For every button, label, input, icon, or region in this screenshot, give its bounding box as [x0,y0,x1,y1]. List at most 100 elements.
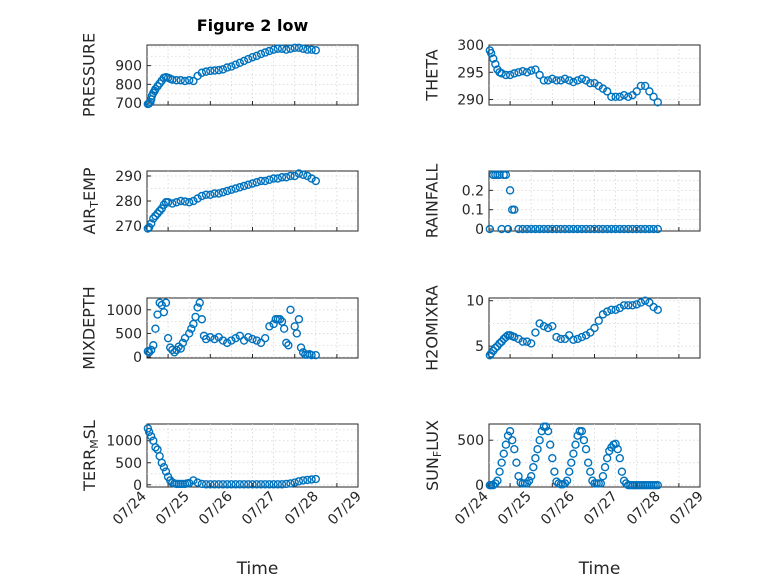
data-point [535,319,544,328]
x-tick-label: 07/28 [282,489,322,529]
data-point [256,176,266,186]
data-point [197,479,207,489]
data-point [636,298,646,307]
y-tick-label: 280 [115,194,142,210]
panel-air-temp: 270 280 290 AIRTEMP [80,167,359,235]
svg-text:MIXDEPTH: MIXDEPTH [80,286,99,369]
data-point [577,224,587,234]
data-point [303,475,312,485]
data-points [143,298,320,360]
data-point [649,302,658,312]
data-point [298,476,308,485]
data-point [510,205,519,214]
data-point [501,170,511,180]
data-point [303,171,312,181]
data-point [284,341,293,350]
data-point [619,301,629,310]
data-point [543,323,553,333]
data-point [184,76,194,85]
data-point [524,476,534,485]
data-point [256,49,266,59]
data-point [539,76,549,85]
data-point [176,196,185,206]
grid [489,298,700,358]
y-tick-label: 290 [115,169,142,185]
x-tick-label: 07/24 [110,488,150,528]
data-point [533,445,542,454]
data-point [294,43,304,53]
data-point [244,54,253,64]
data-point [235,480,245,489]
data-point [497,69,506,78]
data-point [235,183,245,192]
data-point [485,224,495,234]
data-point [586,328,595,337]
data-point [307,174,316,183]
y-tick-label: 1000 [106,434,142,450]
data-point [197,315,207,324]
data-point [569,77,578,87]
data-point [645,224,654,234]
data-point [602,224,612,234]
data-point [265,175,274,184]
data-point [619,90,629,100]
data-point [567,458,576,467]
data-point [144,99,154,108]
data-point [218,188,228,197]
data-point [184,198,194,207]
data-point [151,443,160,452]
data-point [180,197,190,206]
data-point [197,68,207,77]
data-point [615,454,625,463]
data-point [222,63,232,72]
data-point [307,45,316,54]
data-point [244,180,253,189]
panel-terr-msl: 0 500 1000 07/24 07/25 07/26 07/27 07/28 07/29 Ti… [80,420,365,579]
data-point [569,335,578,345]
x-axis-label: Time [236,559,279,579]
data-point [151,324,160,333]
data-point [564,76,574,85]
y-tick-label: 295 [457,65,484,81]
data-point [227,62,236,71]
data-point [581,224,591,234]
data-point [560,74,570,84]
data-point [564,467,574,476]
data-point [180,76,190,86]
data-point [189,196,198,206]
data-point [501,70,511,80]
panel-sun-flux: 0 500 07/24 07/25 07/26 07/27 07/28 07/29 Time SU… [423,420,707,579]
data-point [571,440,580,449]
data-point [586,78,595,88]
data-point [252,178,261,187]
data-point [307,475,316,484]
data-point [640,81,650,91]
y-tick-label: 0.1 [462,203,484,219]
data-point [552,76,561,85]
data-point [548,224,557,234]
y-tick-label: 270 [115,219,142,235]
data-point [505,186,515,195]
y-tick-label: 500 [457,433,484,449]
data-point [615,92,625,102]
y-axis-label: PRESSURE [80,33,99,117]
data-point [307,350,316,360]
data-point [252,336,261,345]
data-point [539,321,549,331]
data-point [155,206,164,216]
data-point [201,480,211,489]
y-tick-label: 0 [133,350,142,366]
data-point [147,219,156,228]
data-point [510,332,519,342]
x-tick-label: 07/29 [667,489,707,529]
data-point [210,480,219,489]
data-point [602,87,612,96]
data-point [252,51,261,61]
data-point [210,189,219,198]
y-tick-label: 290 [457,93,484,109]
data-point [543,76,553,85]
data-point [527,66,536,75]
data-point [201,190,211,199]
data-point [151,211,160,221]
data-point [573,334,582,344]
